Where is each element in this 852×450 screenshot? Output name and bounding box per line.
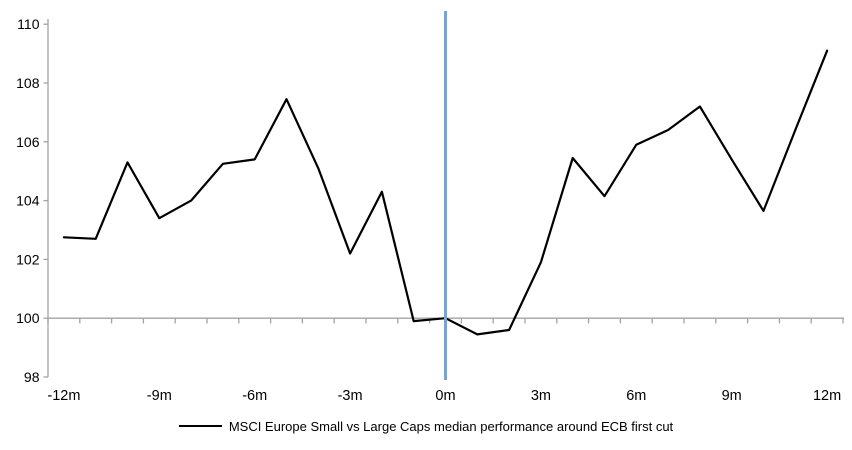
y-axis-tick-label: 104 xyxy=(16,193,40,209)
y-axis-tick-label: 110 xyxy=(17,16,40,32)
x-axis-tick-label: 6m xyxy=(626,388,646,404)
x-axis-tick-label: 3m xyxy=(531,388,551,404)
y-axis-tick-label: 100 xyxy=(16,310,40,326)
y-axis-tick-label: 98 xyxy=(24,369,40,385)
x-axis-tick-label: -6m xyxy=(242,388,267,404)
legend-line-swatch xyxy=(178,425,222,427)
x-axis-tick-label: -3m xyxy=(338,388,363,404)
legend-label: MSCI Europe Small vs Large Caps median p… xyxy=(228,418,674,434)
line-chart-canvas: 98 100 102 104 106 108 110 -12m -9m -6m -3m 0m 3m 6m 9… xyxy=(16,11,844,404)
x-axis-tick-label: 0m xyxy=(435,388,455,404)
y-axis-tick-label: 106 xyxy=(16,134,40,150)
y-axis-tick-label: 108 xyxy=(16,75,40,91)
x-axis-tick-label: -12m xyxy=(47,388,80,404)
x-axis-tick-label: 12m xyxy=(813,388,841,404)
x-axis-tick-label: 9m xyxy=(722,388,742,404)
x-axis-tick-label: -9m xyxy=(147,388,172,404)
y-axis-tick-label: 102 xyxy=(16,251,40,267)
chart-legend: MSCI Europe Small vs Large Caps median p… xyxy=(0,414,852,438)
